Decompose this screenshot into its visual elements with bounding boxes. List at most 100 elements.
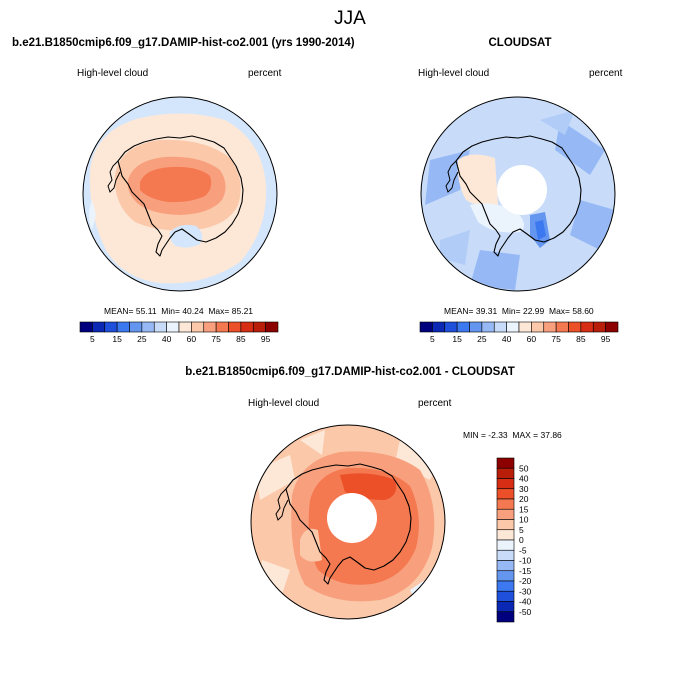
min-value: 22.99 bbox=[522, 306, 545, 316]
colorbar-tick-label: 5 bbox=[90, 334, 95, 344]
colorbar-swatch bbox=[203, 321, 217, 333]
max-value: 37.86 bbox=[540, 430, 562, 440]
colorbar-tick-label: 0 bbox=[519, 535, 524, 545]
colorbar-tick-label: 40 bbox=[502, 334, 512, 344]
colorbar-swatch bbox=[419, 321, 433, 333]
colorbar-swatch bbox=[456, 321, 470, 333]
colorbar-tick-label: 5 bbox=[430, 334, 435, 344]
colorbar-swatch bbox=[496, 508, 515, 520]
panel-2-units-label: percent bbox=[589, 68, 623, 79]
colorbar-swatch bbox=[153, 321, 167, 333]
colorbar-swatch bbox=[481, 321, 495, 333]
panel-1-variable-label: High-level cloud bbox=[77, 68, 149, 79]
max-label: Max= bbox=[208, 306, 230, 316]
colorbar-tick-label: 25 bbox=[137, 334, 147, 344]
colorbar-swatch bbox=[496, 560, 515, 572]
colorbar-swatch bbox=[496, 467, 515, 479]
colorbar-swatch bbox=[116, 321, 130, 333]
colorbar-tick-label: 95 bbox=[601, 334, 611, 344]
max-value: 58.60 bbox=[572, 306, 594, 316]
panel-3-stats: MIN = -2.33 MAX = 37.86 bbox=[463, 430, 562, 440]
colorbar-swatch bbox=[496, 498, 515, 510]
colorbar-swatch bbox=[252, 321, 266, 333]
min-label: Min= bbox=[161, 306, 180, 316]
colorbar-panel-1: 5 15 25 40 60 75 85 95 bbox=[79, 321, 279, 344]
colorbar-tick-label: 40 bbox=[519, 474, 529, 484]
mean-value: 55.11 bbox=[135, 306, 157, 316]
panel-1-title: b.e21.B1850cmip6.f09_g17.DAMIP-hist-co2.… bbox=[12, 37, 355, 49]
colorbar-swatch bbox=[496, 580, 515, 592]
colorbar-tick-label: 95 bbox=[261, 334, 271, 344]
colorbar-tick-label: -30 bbox=[519, 586, 532, 596]
colorbar-swatch bbox=[496, 601, 515, 613]
min-value: 40.24 bbox=[182, 306, 204, 316]
colorbar-swatch bbox=[432, 321, 446, 333]
colorbar-swatch bbox=[496, 590, 515, 602]
panel-2-title: CLOUDSAT bbox=[488, 37, 552, 49]
colorbar-swatch bbox=[240, 321, 254, 333]
panel-3-variable-label: High-level cloud bbox=[248, 398, 320, 409]
max-value: 85.21 bbox=[231, 306, 254, 316]
colorbar-tick-label: 85 bbox=[576, 334, 586, 344]
panel-1-map bbox=[82, 96, 278, 292]
colorbar-swatch bbox=[191, 321, 205, 333]
panel-3-map bbox=[250, 424, 446, 620]
colorbar-tick-label: 75 bbox=[551, 334, 561, 344]
colorbar-tick-label: 50 bbox=[519, 463, 529, 473]
colorbar-swatch bbox=[79, 321, 93, 333]
colorbar-tick-label: 85 bbox=[236, 334, 246, 344]
colorbar-swatch bbox=[141, 321, 155, 333]
colorbar-swatch bbox=[265, 321, 279, 333]
panel-1-units-label: percent bbox=[248, 68, 282, 79]
colorbar-swatch bbox=[531, 321, 545, 333]
colorbar-swatch bbox=[469, 321, 483, 333]
colorbar-tick-label: -10 bbox=[519, 556, 532, 566]
colorbar-swatch bbox=[493, 321, 507, 333]
colorbar-swatch bbox=[496, 488, 515, 500]
max-label: Max= bbox=[548, 306, 571, 316]
colorbar-panel-2: 5 15 25 40 60 75 85 95 bbox=[419, 321, 619, 344]
colorbar-swatch bbox=[496, 457, 515, 469]
panel-3-units-label: percent bbox=[418, 398, 452, 409]
colorbar-tick-label: 15 bbox=[452, 334, 462, 344]
colorbar-tick-label: 5 bbox=[519, 525, 524, 535]
colorbar-tick-label: 20 bbox=[519, 494, 529, 504]
colorbar-swatch bbox=[496, 478, 515, 490]
colorbar-swatch bbox=[129, 321, 143, 333]
colorbar-swatch bbox=[555, 321, 569, 333]
colorbar-swatch bbox=[580, 321, 594, 333]
panel-3-title: b.e21.B1850cmip6.f09_g17.DAMIP-hist-co2.… bbox=[185, 366, 515, 378]
colorbar-swatch bbox=[444, 321, 458, 333]
colorbar-swatch bbox=[178, 321, 192, 333]
colorbar-swatch bbox=[592, 321, 606, 333]
colorbar-swatch bbox=[496, 529, 515, 541]
colorbar-tick-label: 40 bbox=[162, 334, 172, 344]
mean-label: MEAN= bbox=[444, 306, 474, 316]
min-label: MIN = bbox=[463, 430, 486, 440]
mean-label: MEAN= bbox=[104, 306, 134, 316]
colorbar-tick-label: 60 bbox=[187, 334, 197, 344]
colorbar-swatch bbox=[496, 519, 515, 531]
colorbar-tick-label: -15 bbox=[519, 566, 532, 576]
colorbar-tick-label: -40 bbox=[519, 597, 532, 607]
colorbar-tick-label: 75 bbox=[211, 334, 221, 344]
colorbar-swatch bbox=[518, 321, 532, 333]
colorbar-swatch bbox=[506, 321, 520, 333]
colorbar-tick-label: 15 bbox=[519, 504, 529, 514]
colorbar-swatch bbox=[496, 570, 515, 582]
colorbar-tick-label: 30 bbox=[519, 484, 529, 494]
colorbar-swatch bbox=[543, 321, 557, 333]
colorbar-swatch bbox=[228, 321, 242, 333]
colorbar-tick-label: 15 bbox=[112, 334, 122, 344]
colorbar-tick-label: -50 bbox=[519, 607, 532, 617]
panel-2-map bbox=[420, 96, 616, 292]
colorbar-tick-label: 25 bbox=[477, 334, 487, 344]
colorbar-swatch bbox=[92, 321, 106, 333]
colorbar-swatch bbox=[215, 321, 229, 333]
max-label: MAX = bbox=[512, 430, 539, 440]
colorbar-swatch bbox=[496, 549, 515, 561]
colorbar-tick-label: 60 bbox=[527, 334, 537, 344]
colorbar-swatch bbox=[496, 611, 515, 623]
figure-title: JJA bbox=[334, 8, 366, 29]
